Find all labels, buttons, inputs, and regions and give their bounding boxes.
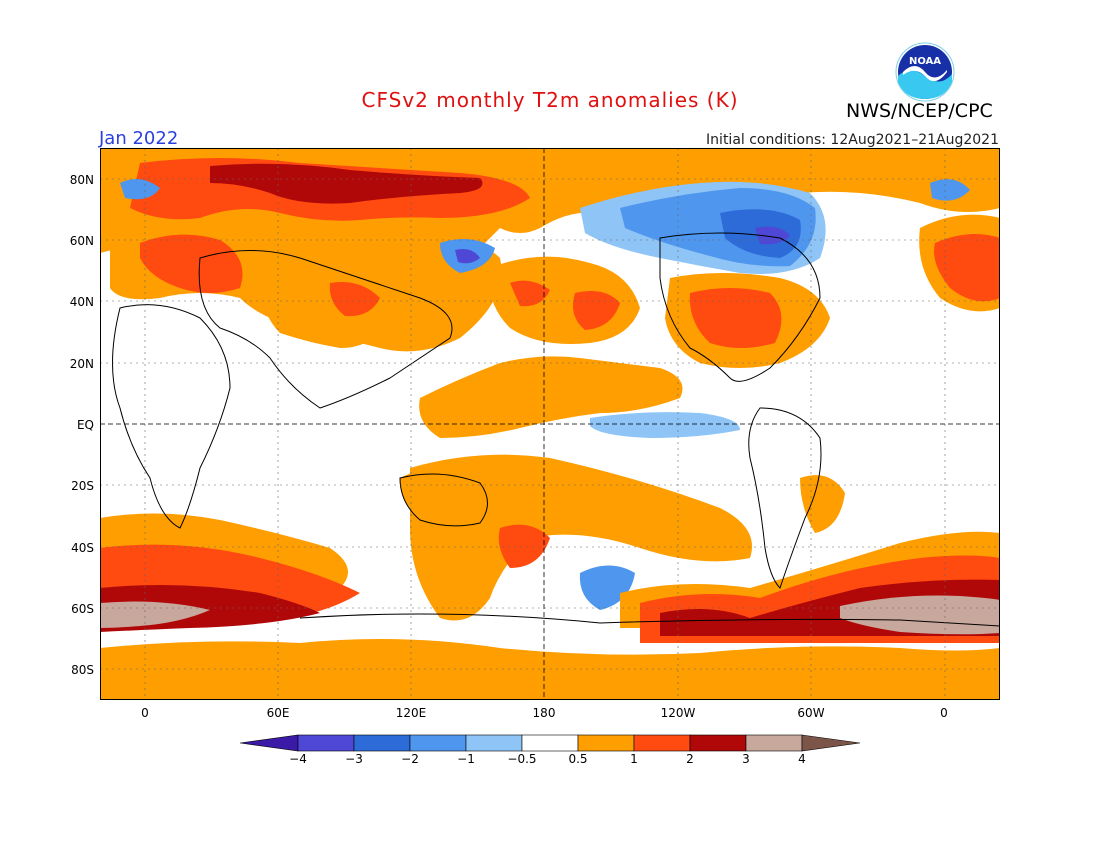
lon-label-60w: 60W [797, 706, 825, 720]
lon-label-60e: 60E [266, 706, 290, 720]
southern-ocean-tan-west [100, 601, 210, 628]
colorbar-label: −4 [289, 752, 307, 766]
colorbar-label: −3 [345, 752, 363, 766]
kamchatka-darkblue-region [455, 249, 480, 264]
colorbar-cell-3 [409, 734, 467, 752]
lat-label-80s: 80S [71, 663, 94, 677]
south-america-warm-region [800, 475, 845, 533]
lon-label-120e: 120E [395, 706, 427, 720]
colorbar-cell-1 [297, 734, 355, 752]
lon-label-180: 180 [532, 706, 556, 720]
lat-label-eq: EQ [76, 418, 94, 432]
colorbar-cell-9 [745, 734, 803, 752]
lat-label-80n: 80N [69, 173, 94, 187]
colorbar-label: 0.5 [568, 752, 588, 766]
map-frame [100, 148, 1000, 700]
colorbar-label: 2 [686, 752, 694, 766]
colorbar-label: −0.5 [507, 752, 537, 766]
europe-red-region [934, 234, 1000, 302]
chart-title: CFSv2 monthly T2m anomalies (K) [361, 88, 739, 112]
asia-red-patches [329, 282, 380, 317]
lat-label-40n: 40N [69, 295, 94, 309]
lon-label-120w: 120W [660, 706, 696, 720]
antarctic-warm-region [100, 639, 1000, 700]
lat-label-60n: 60N [69, 234, 94, 248]
lat-label-20n: 20N [69, 357, 94, 371]
colorbar-cell-8 [689, 734, 747, 752]
greenland-east-cold-region [930, 179, 970, 201]
lon-label-0-east: 0 [940, 706, 948, 720]
tropical-pacific-warm-region [419, 356, 683, 438]
coastlines [112, 232, 1000, 627]
greenland-cold-region [120, 179, 160, 200]
scandinavia-red-region [140, 234, 243, 293]
hudson-darkblue-region [755, 226, 790, 245]
initial-conditions: Initial conditions: 12Aug2021–21Aug2021 [706, 132, 999, 148]
colorbar-cell-7 [633, 734, 691, 752]
north-pacific-red-a [510, 280, 550, 307]
south-pacific-warm-region [410, 454, 752, 621]
colorbar-cell-10 [801, 734, 861, 752]
southern-ocean-tan-east [840, 595, 1000, 635]
noaa-logo-icon: NOAA [895, 42, 955, 102]
lat-label-60s: 60S [71, 602, 94, 616]
colorbar-cell-6 [577, 734, 635, 752]
colorbar-cell-0 [240, 734, 299, 752]
colorbar [240, 734, 861, 752]
colorbar-cell-2 [353, 734, 411, 752]
reference-lines [100, 148, 1000, 700]
colorbar-cell-4 [465, 734, 523, 752]
colorbar-label: −1 [457, 752, 475, 766]
lat-label-40s: 40S [71, 541, 94, 555]
colorbar-label: 1 [630, 752, 638, 766]
usa-red-region [689, 288, 782, 348]
lon-label-0: 0 [141, 706, 149, 720]
north-pacific-red-b [572, 290, 620, 330]
south-pacific-red-region [498, 524, 550, 568]
equatorial-cold-region [590, 412, 740, 438]
colorbar-label: 4 [798, 752, 806, 766]
agency-label: NWS/NCEP/CPC [846, 100, 993, 122]
anomaly-map [100, 148, 1000, 700]
colorbar-label: 3 [742, 752, 750, 766]
logo-text: NOAA [909, 56, 941, 67]
colorbar-label: −2 [401, 752, 419, 766]
colorbar-cell-5 [521, 734, 579, 752]
lat-label-20s: 20S [71, 479, 94, 493]
forecast-period: Jan 2022 [99, 128, 179, 149]
